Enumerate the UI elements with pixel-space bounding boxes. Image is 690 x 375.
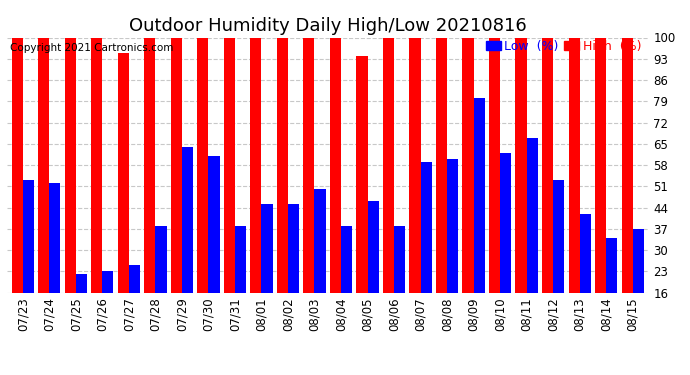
Bar [38,38,49,341]
Bar [277,38,288,341]
Bar [315,189,326,341]
Bar [144,38,155,341]
Bar [409,38,421,341]
Bar [500,153,511,341]
Bar [515,38,526,341]
Bar [489,38,500,341]
Bar [49,183,61,341]
Bar [288,204,299,341]
Bar [462,38,473,341]
Bar [436,38,447,341]
Bar [330,38,341,341]
Bar [23,180,34,341]
Bar [394,226,405,341]
Bar [102,271,113,341]
Bar [235,226,246,341]
Bar [383,38,394,341]
Bar [118,53,129,341]
Bar [595,38,607,341]
Bar [473,98,485,341]
Bar [182,147,193,341]
Bar [76,274,87,341]
Bar [542,38,553,341]
Bar [197,38,208,341]
Bar [91,38,102,341]
Bar [262,204,273,341]
Bar [368,201,379,341]
Bar [170,38,182,341]
Bar [357,56,368,341]
Bar [569,38,580,341]
Bar [580,214,591,341]
Bar [304,38,315,341]
Bar [622,38,633,341]
Bar [421,162,432,341]
Bar [12,38,23,341]
Text: Copyright 2021 Cartronics.com: Copyright 2021 Cartronics.com [10,43,173,52]
Bar [526,138,538,341]
Bar [224,38,235,341]
Bar [65,38,76,341]
Bar [633,229,644,341]
Bar [447,159,458,341]
Title: Outdoor Humidity Daily High/Low 20210816: Outdoor Humidity Daily High/Low 20210816 [129,16,526,34]
Bar [553,180,564,341]
Legend: Low  (%), High  (%): Low (%), High (%) [484,39,642,54]
Bar [155,226,166,341]
Bar [250,38,262,341]
Bar [129,265,140,341]
Bar [208,156,219,341]
Bar [607,238,618,341]
Bar [341,226,352,341]
